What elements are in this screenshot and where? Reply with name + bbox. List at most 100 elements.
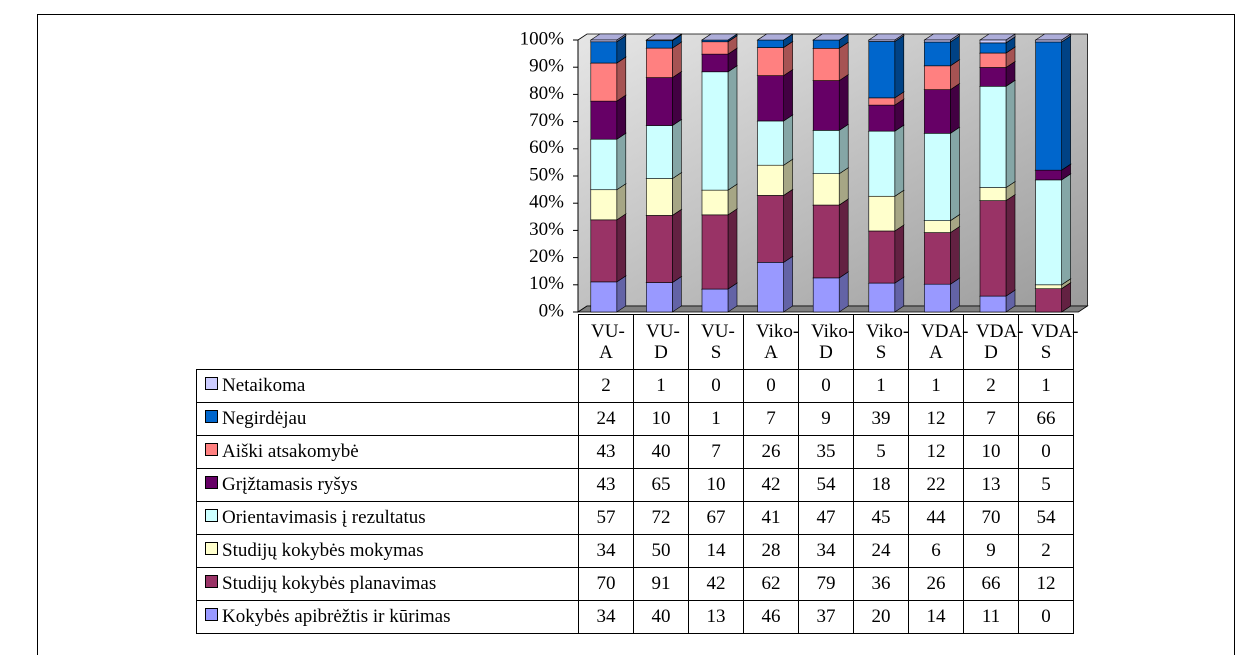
value-cell: 54 — [798, 468, 854, 502]
category-label: VDA-A — [921, 321, 969, 363]
bar — [590, 138, 618, 191]
legend-swatch — [205, 575, 218, 588]
bar-side — [894, 124, 905, 197]
bar — [1035, 169, 1062, 181]
bar-side — [672, 208, 682, 284]
value-cell: 45 — [853, 501, 909, 535]
value-cell: 10 — [633, 402, 689, 436]
bar — [868, 230, 896, 284]
value-cell: 34 — [578, 534, 634, 568]
legend-cell: Orientavimasis į rezultatus — [196, 501, 579, 535]
bar — [924, 65, 951, 90]
value-cell: 22 — [908, 468, 964, 502]
value-cell: 24 — [578, 402, 634, 436]
bar-side — [1005, 79, 1016, 189]
bar-side — [783, 188, 793, 263]
bar — [701, 288, 729, 313]
value-cell: 12 — [1018, 567, 1074, 601]
bar-side — [950, 126, 960, 222]
value-cell: 43 — [578, 468, 634, 502]
value-cell: 65 — [633, 468, 689, 502]
series-row: Aiški atsakomybė 43 40 7 26 35 5 12 10 0 — [196, 435, 1074, 469]
category-label: Viko-A — [756, 321, 800, 363]
bar-side — [672, 172, 682, 216]
legend-cell: Kokybės apibrėžtis ir kūrimas — [196, 600, 579, 634]
value-cell: 18 — [853, 468, 909, 502]
y-tick-label: 60% — [529, 137, 564, 158]
value-cell: 7 — [688, 435, 744, 469]
y-tick-label: 30% — [529, 219, 564, 240]
bar — [979, 42, 1007, 54]
y-tick-label: 100% — [520, 28, 565, 49]
bar — [757, 47, 784, 76]
bar — [924, 220, 951, 233]
legend-label: Kokybės apibrėžtis ir kūrimas — [222, 606, 451, 627]
value-cell: 9 — [963, 534, 1019, 568]
value-cell: 1 — [853, 369, 909, 403]
bar — [646, 178, 673, 216]
series-row: Negirdėjau 24 10 1 7 9 39 12 7 66 — [196, 402, 1074, 436]
category-cell: VDA-S — [1018, 314, 1079, 370]
value-cell: 26 — [743, 435, 799, 469]
value-cell: 2 — [1018, 534, 1074, 568]
category-label: VU-S — [701, 321, 735, 363]
bar — [868, 39, 896, 42]
value-cell: 40 — [633, 435, 689, 469]
series-row: Studijų kokybės mokymas 34 50 14 28 34 24 6 9 2 — [196, 534, 1074, 568]
bar — [590, 281, 618, 313]
data-table: VU-A VU-D VU-S Viko-A Viko-D Viko-S VDA-A VDA-D… — [196, 314, 1079, 634]
category-label: VDA-D — [976, 321, 1024, 363]
bar — [868, 97, 896, 106]
bar-side — [672, 118, 682, 180]
bar — [1035, 39, 1062, 43]
bar — [590, 189, 618, 221]
bar — [979, 52, 1007, 68]
bar — [590, 100, 618, 140]
value-cell: 14 — [688, 534, 744, 568]
category-cell: VU-A — [578, 314, 634, 370]
bar-side — [783, 69, 793, 122]
value-cell: 35 — [798, 435, 854, 469]
value-cell: 41 — [743, 501, 799, 535]
bar — [812, 204, 840, 279]
bar-side — [1061, 173, 1071, 286]
value-cell: 66 — [963, 567, 1019, 601]
bar — [1035, 41, 1062, 171]
bar-side — [616, 132, 627, 191]
value-cell: 0 — [743, 369, 799, 403]
bar — [590, 219, 618, 283]
bar — [757, 262, 784, 313]
value-cell: 37 — [798, 600, 854, 634]
value-cell: 42 — [688, 567, 744, 601]
bar-side — [894, 34, 905, 99]
bar — [979, 295, 1007, 313]
value-cell: 13 — [963, 468, 1019, 502]
bar — [924, 39, 951, 43]
category-label: Viko-D — [811, 321, 855, 363]
legend-label: Studijų kokybės planavimas — [222, 573, 437, 594]
bar — [979, 85, 1007, 188]
value-cell: 47 — [798, 501, 854, 535]
bar-side — [894, 224, 905, 284]
bar — [757, 39, 784, 48]
bar-side — [950, 226, 960, 285]
value-cell: 28 — [743, 534, 799, 568]
frame — [37, 14, 1235, 655]
bar — [924, 89, 951, 134]
bar-side — [950, 83, 960, 134]
bar — [646, 282, 673, 313]
value-cell: 57 — [578, 501, 634, 535]
bar-side — [727, 65, 738, 191]
y-tick-label: 20% — [529, 246, 564, 267]
value-cell: 1 — [688, 402, 744, 436]
bar-side — [894, 189, 905, 232]
value-cell: 1 — [908, 369, 964, 403]
category-cell: VU-D — [633, 314, 689, 370]
bar-side — [783, 114, 793, 166]
bar — [812, 47, 840, 81]
bar — [812, 277, 840, 313]
value-cell: 6 — [908, 534, 964, 568]
value-cell: 67 — [688, 501, 744, 535]
bar — [868, 195, 896, 232]
bar — [757, 195, 784, 263]
